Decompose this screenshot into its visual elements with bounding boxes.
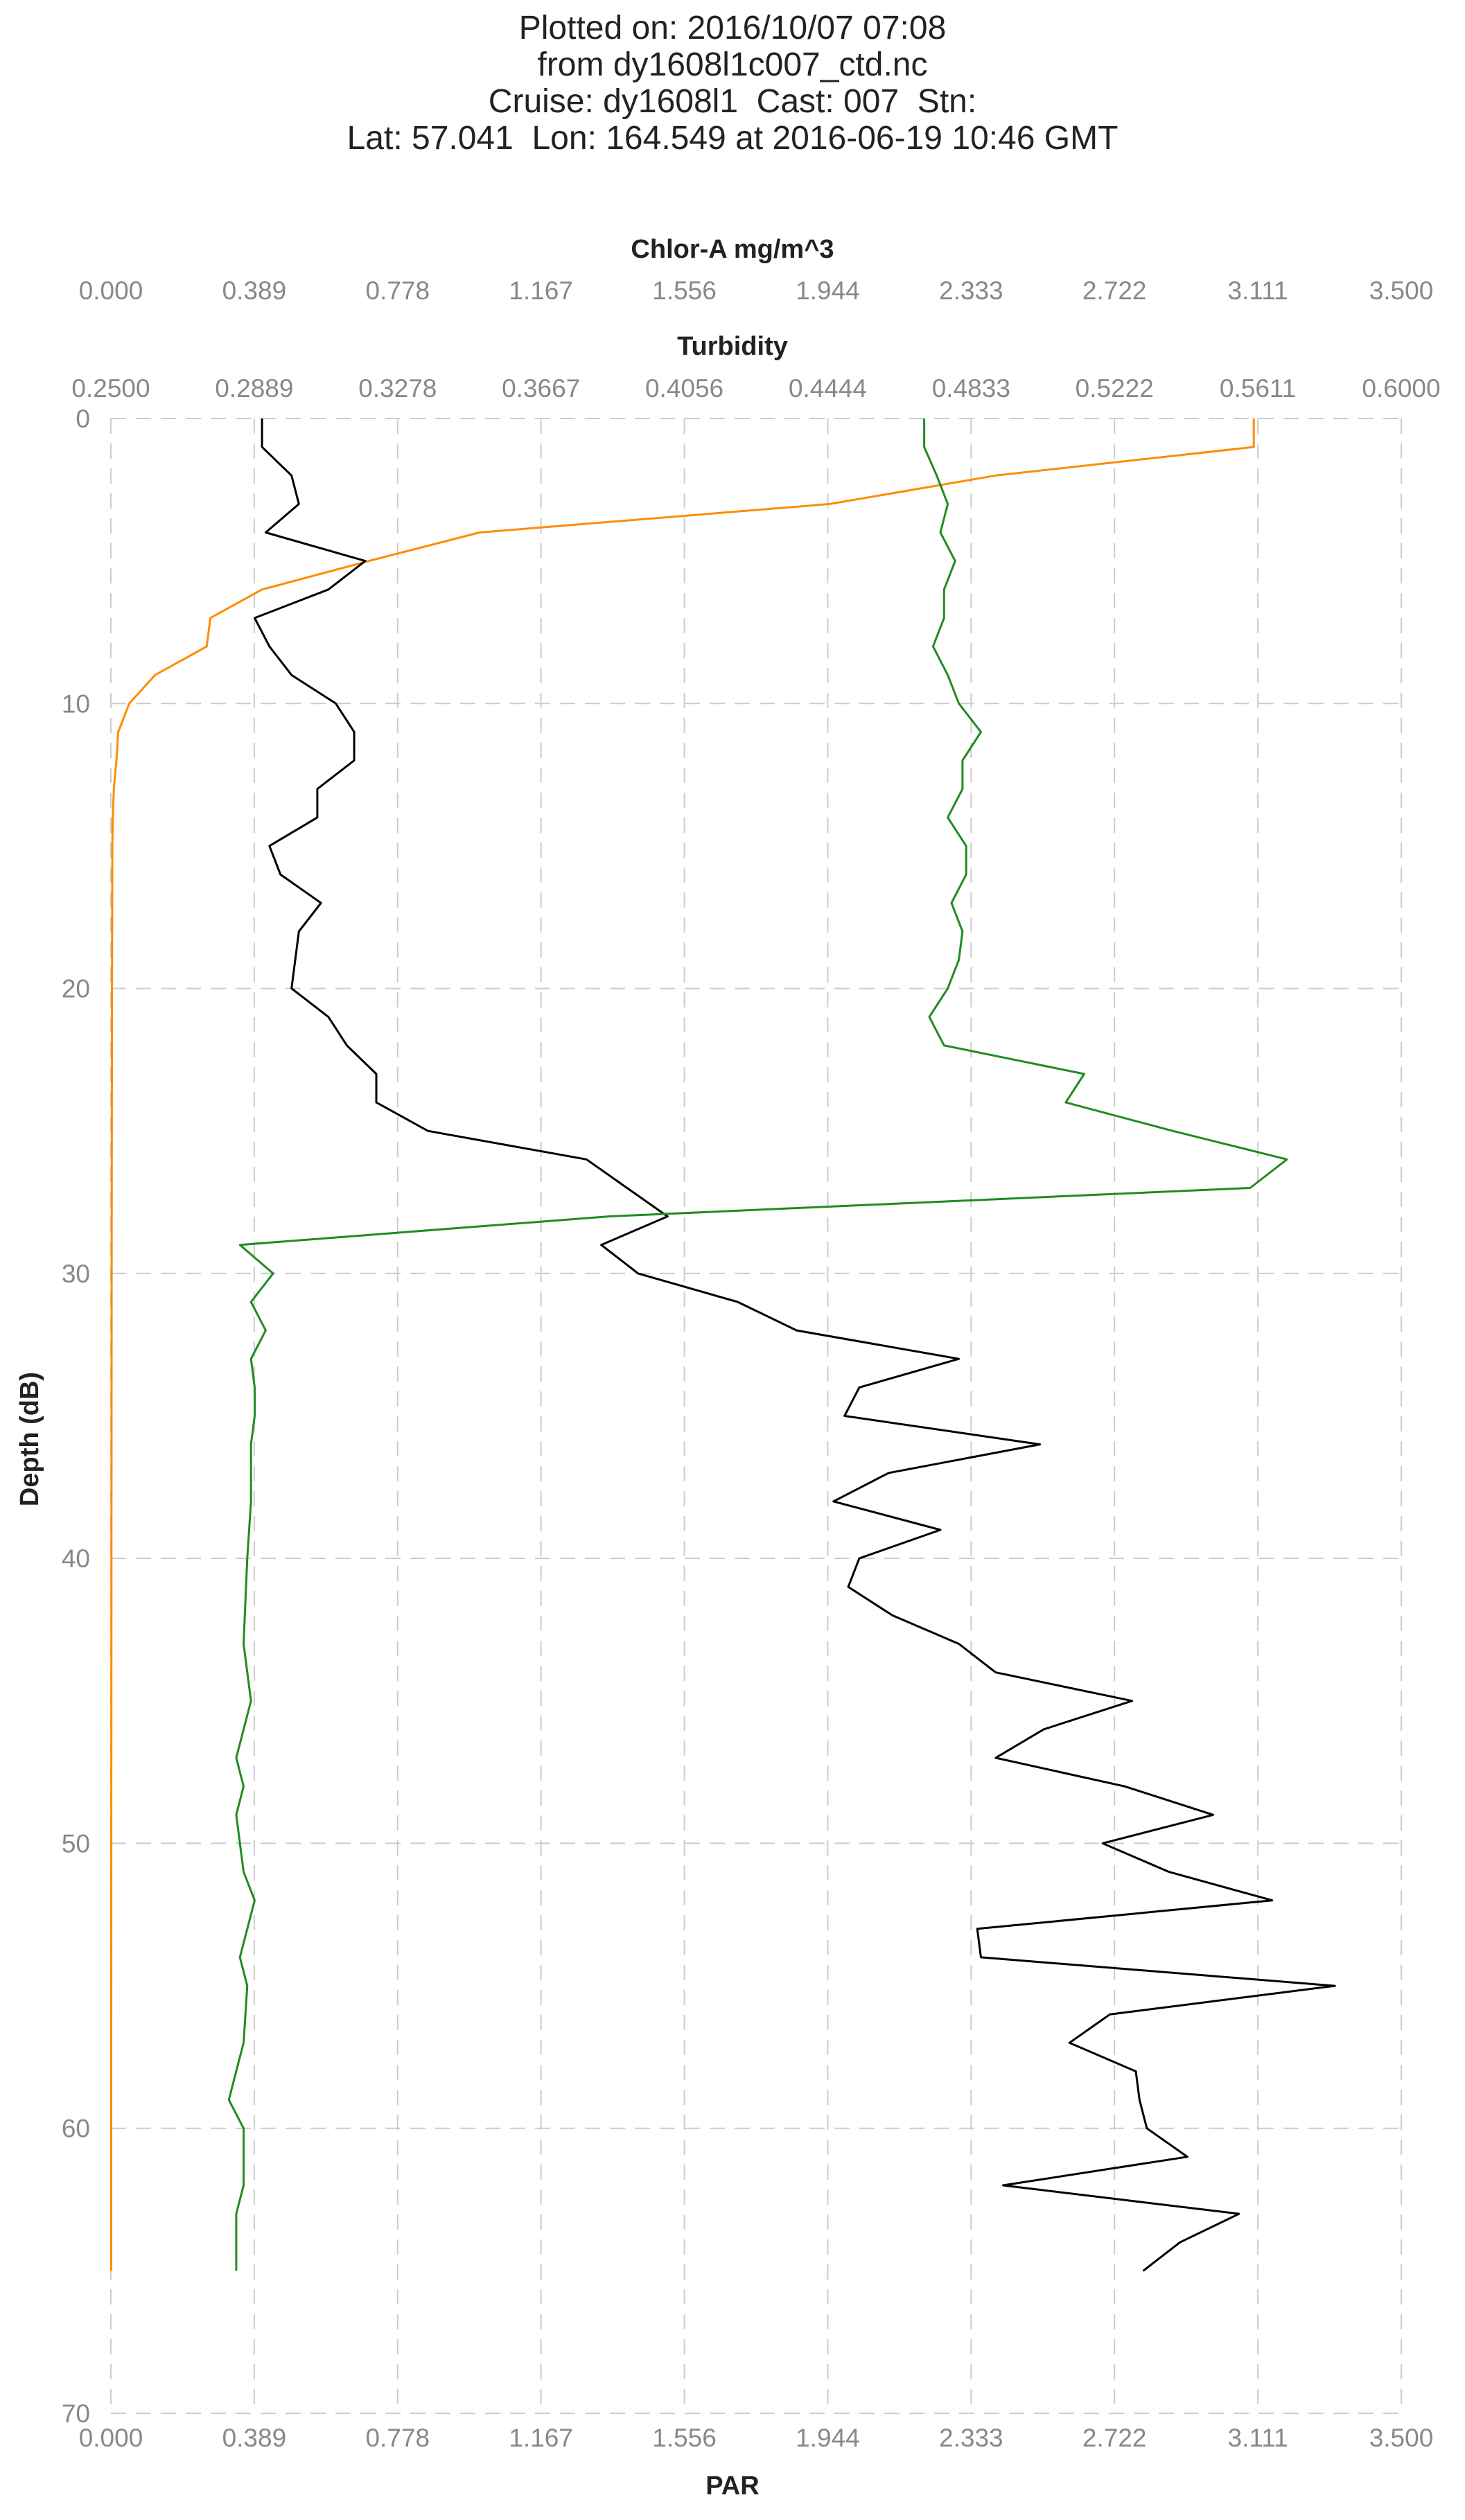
chlor-tick-label: 1.167 bbox=[509, 276, 573, 305]
par-tick-label: 0.389 bbox=[222, 2424, 287, 2452]
turbidity-tick-label: 0.2500 bbox=[71, 374, 150, 403]
par-tick-label: 3.111 bbox=[1228, 2424, 1288, 2452]
bottom-axis-label-par: PAR bbox=[705, 2471, 759, 2501]
chlor-tick-label: 0.778 bbox=[365, 276, 430, 305]
y-tick-label: 30 bbox=[62, 1260, 90, 1288]
title-line-cruise: Cruise: dy1608l1 Cast: 007 Stn: bbox=[488, 83, 977, 120]
turbidity-profile-line bbox=[227, 418, 1288, 2271]
turbidity-tick-label: 0.4444 bbox=[789, 374, 867, 403]
chlor-tick-label: 0.000 bbox=[79, 276, 143, 305]
chlor-tick-label: 3.111 bbox=[1228, 276, 1288, 305]
y-tick-label: 60 bbox=[62, 2115, 90, 2143]
par-tick-label: 0.778 bbox=[365, 2424, 430, 2452]
y-axis-label: Depth (dB) bbox=[15, 1372, 44, 1506]
title-line-plotted: Plotted on: 2016/10/07 07:08 bbox=[518, 10, 947, 46]
turbidity-tick-label: 0.5611 bbox=[1220, 374, 1296, 403]
chlor-tick-label: 1.556 bbox=[652, 276, 717, 305]
turbidity-tick-label: 0.4833 bbox=[932, 374, 1010, 403]
chlor-tick-label: 2.333 bbox=[939, 276, 1003, 305]
chlor-tick-label: 3.500 bbox=[1369, 276, 1434, 305]
par-profile-line bbox=[110, 418, 1255, 2271]
grid-lines bbox=[110, 418, 1402, 2414]
title-line-location: Lat: 57.041 Lon: 164.549 at 2016-06-19 1… bbox=[346, 120, 1119, 157]
turbidity-tick-label: 0.2889 bbox=[215, 374, 293, 403]
chlor-profile-line bbox=[254, 418, 1336, 2272]
turbidity-tick-label: 0.3667 bbox=[502, 374, 580, 403]
top-axis-label-chlor: Chlor-A mg/m^3 bbox=[631, 235, 834, 264]
par-tick-label: 1.944 bbox=[796, 2424, 860, 2452]
par-tick-label: 2.333 bbox=[939, 2424, 1003, 2452]
par-tick-label: 0.000 bbox=[79, 2424, 143, 2452]
y-tick-label: 0 bbox=[76, 405, 90, 433]
par-tick-label: 3.500 bbox=[1369, 2424, 1434, 2452]
chart-title: Plotted on: 2016/10/07 07:08 from dy1608… bbox=[0, 10, 1465, 157]
turbidity-tick-label: 0.3278 bbox=[358, 374, 437, 403]
top-axis-label-turbidity: Turbidity bbox=[677, 332, 788, 361]
title-line-file: from dy1608l1c007_ctd.nc bbox=[537, 46, 928, 83]
y-tick-label: 20 bbox=[62, 975, 90, 1003]
par-tick-label: 1.167 bbox=[509, 2424, 573, 2452]
chlor-tick-label: 1.944 bbox=[796, 276, 860, 305]
par-tick-label: 1.556 bbox=[652, 2424, 717, 2452]
y-tick-label: 40 bbox=[62, 1544, 90, 1573]
turbidity-tick-label: 0.4056 bbox=[645, 374, 723, 403]
y-tick-label: 70 bbox=[62, 2399, 90, 2428]
turbidity-tick-label: 0.6000 bbox=[1362, 374, 1440, 403]
chlor-tick-label: 2.722 bbox=[1082, 276, 1147, 305]
series-layer bbox=[110, 418, 1336, 2272]
y-tick-label: 10 bbox=[62, 689, 90, 718]
par-tick-label: 2.722 bbox=[1082, 2424, 1147, 2452]
y-tick-label: 50 bbox=[62, 1829, 90, 1858]
chlor-tick-label: 0.389 bbox=[222, 276, 287, 305]
turbidity-tick-label: 0.5222 bbox=[1076, 374, 1154, 403]
